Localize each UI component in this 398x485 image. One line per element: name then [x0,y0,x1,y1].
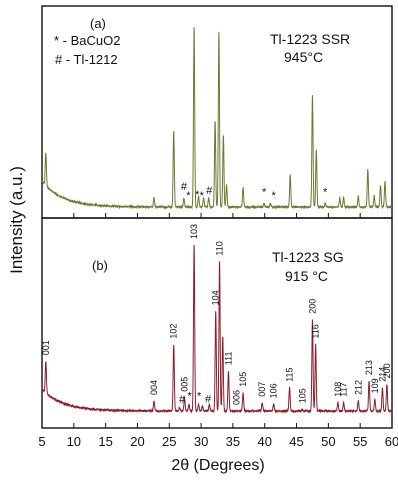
hkl-label: 115 [285,367,295,381]
phase-marker: * [262,186,267,198]
phase-marker: * [195,189,200,201]
hkl-label: 212 [353,380,363,395]
hkl-label: 117 [339,382,349,396]
hkl-label: 105 [238,372,248,387]
x-tick-label: 40 [257,434,271,449]
hkl-label: 105 [297,388,307,403]
x-tick-label: 20 [130,434,144,449]
phase-marker: * [323,186,328,198]
x-tick-label: 45 [289,434,303,449]
x-tick-label: 35 [226,434,240,449]
x-tick-label: 15 [98,434,112,449]
hkl-label: 111 [224,352,234,366]
x-tick-label: 5 [38,434,45,449]
panel-a-title: Tl-1223 SSR [270,31,350,47]
panel-b-subtitle: 915 °C [285,268,328,284]
hkl-label: 200 [308,299,318,314]
hkl-label: 102 [169,324,179,339]
x-tick-label: 10 [67,434,81,449]
legend-bacuo2: * - BaCuO2 [54,33,120,48]
legend-tl1212: # - Tl-1212 [55,52,118,67]
panel-b-label: (b) [92,258,108,273]
panel-a-label: (a) [90,16,106,31]
phase-marker: * [186,190,191,202]
panel-a-subtitle: 945°C [284,49,323,65]
x-tick-label: 25 [162,434,176,449]
hkl-label: 106 [269,383,279,398]
x-tick-label: 30 [194,434,208,449]
hkl-label: 104 [211,290,221,305]
phase-marker: # [179,394,186,406]
hkl-label: 001 [41,340,51,355]
hkl-label: 006 [232,390,242,405]
x-tick-label: 60 [385,434,398,449]
phase-marker: * [271,190,276,202]
y-axis-title: Intensity (a.u.) [7,166,26,274]
phase-marker: * [187,390,192,402]
phase-marker: # [206,185,213,197]
hkl-label: 103 [189,224,199,239]
panel-b-frame [41,217,393,429]
x-axis-title: 2θ (Degrees) [171,457,264,474]
phase-marker: # [181,181,188,193]
hkl-label: 108 [333,382,343,397]
hkl-label: 200 [382,363,392,378]
hkl-label: 004 [149,380,159,395]
hkl-label: 116 [311,324,321,338]
x-tick-label: 55 [353,434,367,449]
hkl-label: 110 [215,241,225,255]
phase-marker: * [200,190,205,202]
hkl-label: 005 [180,377,190,392]
x-tick-label: 50 [321,434,335,449]
panel-b-title: Tl-1223 SG [272,249,344,265]
hkl-label: 007 [257,382,267,397]
phase-marker: * [197,390,202,402]
hkl-label: 214 [378,367,388,382]
trace-b-sg [41,244,393,414]
hkl-label: 213 [364,360,374,375]
trace-a-ssr [41,27,393,210]
hkl-label: 109 [370,378,380,393]
chart-marks: #* * * # * * *# * * #0010041020051031041101110061… [38,181,398,449]
phase-marker: # [205,393,212,405]
